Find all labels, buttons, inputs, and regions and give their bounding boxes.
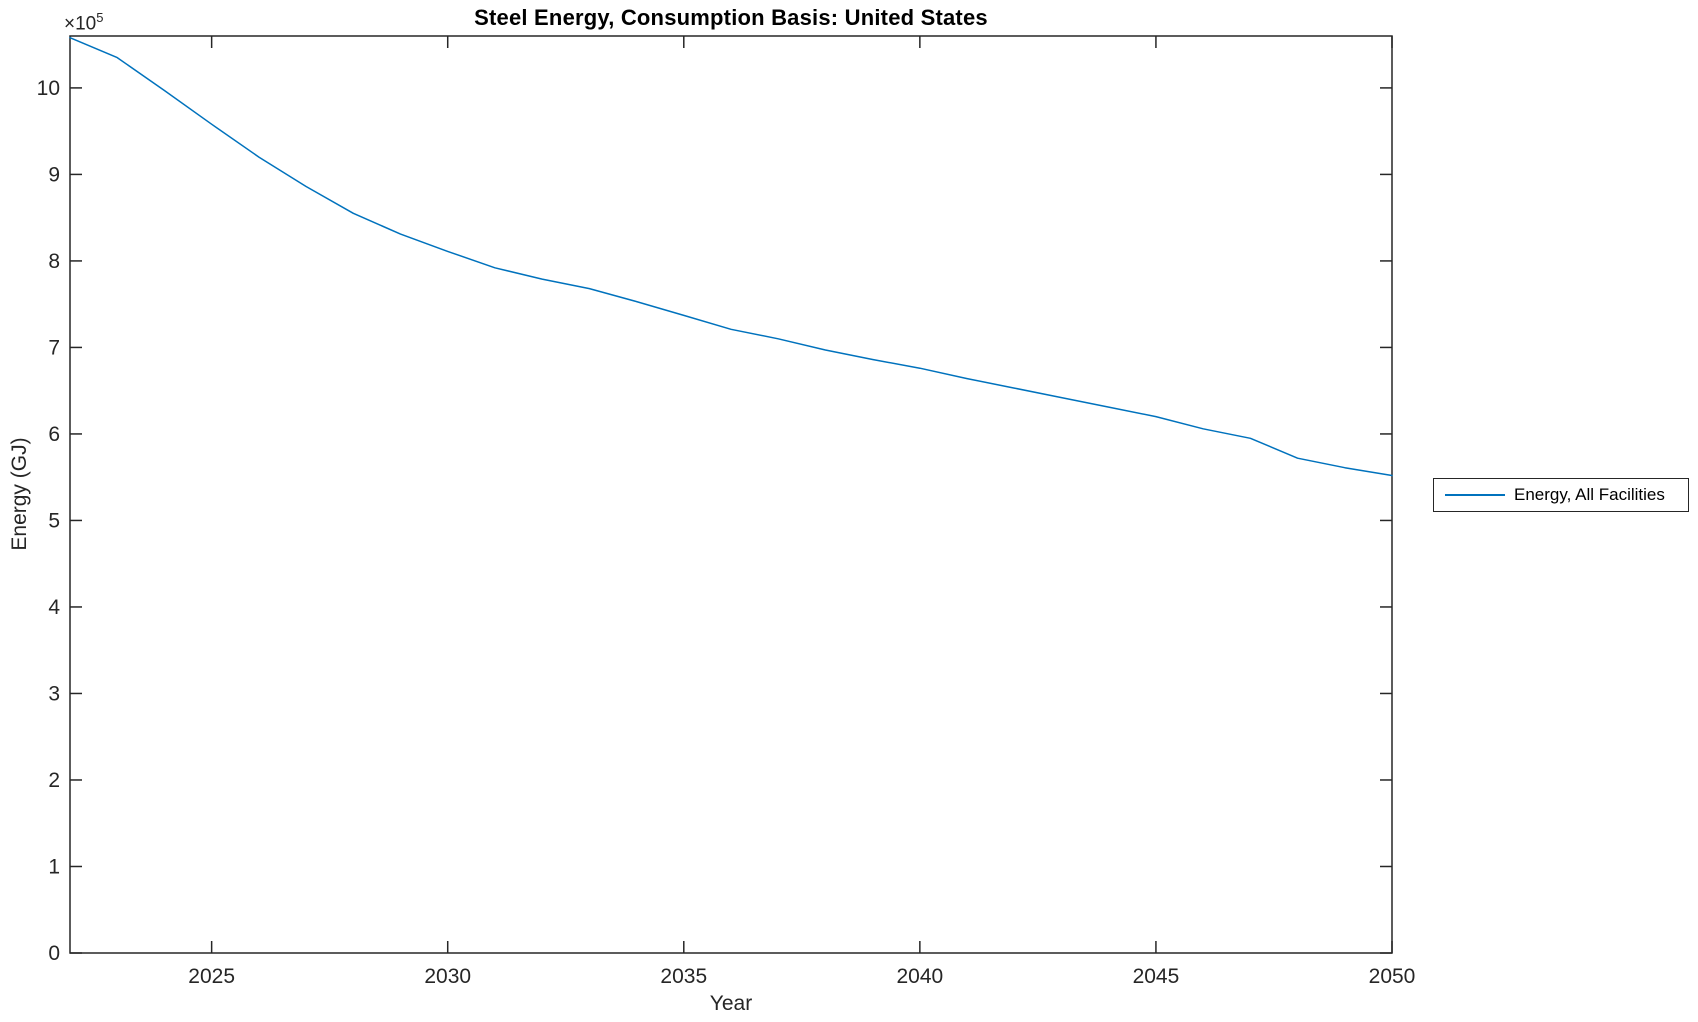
y-tick-label: 1 bbox=[48, 855, 60, 878]
y-axis-label: Energy (GJ) bbox=[8, 437, 31, 551]
plot-border bbox=[69, 35, 1393, 954]
x-tick-label: 2035 bbox=[660, 965, 707, 988]
legend-label: Energy, All Facilities bbox=[1514, 485, 1665, 504]
y-tick-label: 0 bbox=[48, 942, 60, 965]
y-tick-label: 10 bbox=[37, 77, 60, 100]
legend: Energy, All Facilities bbox=[1433, 478, 1689, 512]
y-tick-label: 5 bbox=[48, 509, 60, 532]
x-tick-label: 2045 bbox=[1133, 965, 1180, 988]
y-tick-label: 9 bbox=[48, 163, 60, 186]
y-tick-label: 2 bbox=[48, 769, 60, 792]
chart-title: Steel Energy, Consumption Basis: United … bbox=[474, 5, 988, 30]
x-tick-label: 2050 bbox=[1369, 965, 1416, 988]
y-axis-multiplier: ×105 bbox=[64, 10, 103, 35]
y-tick-label: 4 bbox=[48, 596, 60, 619]
y-axis-multiplier-base: ×10 bbox=[64, 13, 97, 35]
y-tick-label: 3 bbox=[48, 682, 60, 705]
y-tick-label: 7 bbox=[48, 336, 60, 359]
x-tick-label: 2030 bbox=[424, 965, 471, 988]
legend-line-swatch bbox=[1445, 494, 1505, 496]
data-line bbox=[69, 36, 1393, 477]
y-tick-label: 6 bbox=[48, 423, 60, 446]
y-axis-multiplier-exponent: 5 bbox=[96, 10, 104, 25]
x-tick-label: 2040 bbox=[896, 965, 943, 988]
x-axis-label: Year bbox=[709, 992, 753, 1015]
y-tick-label: 8 bbox=[48, 250, 60, 273]
x-tick-label: 2025 bbox=[188, 965, 235, 988]
